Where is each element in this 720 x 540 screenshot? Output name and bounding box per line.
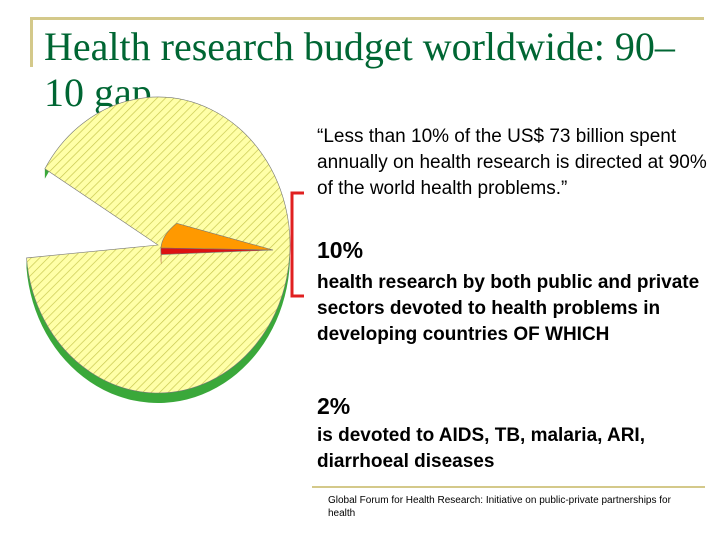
percent-10-description: health research by both public and priva… [317,272,700,345]
bracket-mark [290,191,304,298]
percent-10-label: 10% [317,237,364,263]
percent-2-label: 2% [317,393,351,419]
pie-slice-0 [26,96,291,394]
top-rule [30,17,704,20]
page-title: Health research budget worldwide: 90–10 … [44,24,675,115]
percent-2-description: is devoted to AIDS, TB, malaria, ARI, di… [317,425,645,472]
source-citation: Global Forum for Health Research: Initia… [328,495,671,519]
pie-slice-2 [160,247,274,255]
quote-text: “Less than 10% of the US$ 73 billion spe… [317,126,707,199]
source-rule [312,486,705,488]
left-rule [30,17,33,67]
